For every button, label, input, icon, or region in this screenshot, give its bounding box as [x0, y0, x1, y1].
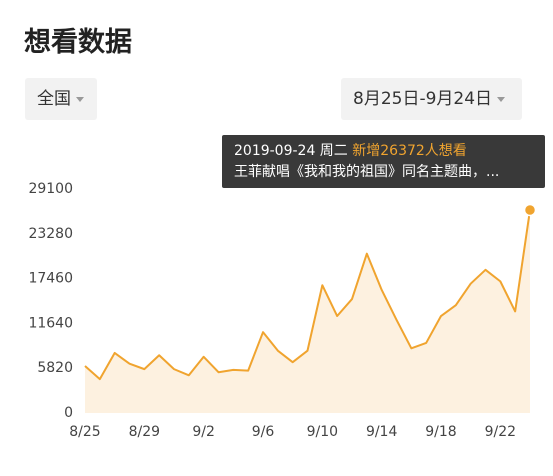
caret	[76, 96, 84, 102]
region-dropdown[interactable]: 全国	[25, 78, 97, 120]
x-tick-label: 8/29	[129, 424, 160, 440]
page-title: 想看数据	[24, 27, 132, 58]
tooltip-headline: 新增26372人想看	[352, 143, 467, 159]
x-tick-label: 9/2	[192, 424, 215, 440]
area	[85, 209, 530, 413]
x-tick-label: 8/25	[69, 424, 100, 440]
range-label: 8月25日-9月24日	[353, 89, 493, 109]
line	[84, 209, 531, 381]
x-tick-label: 9/18	[425, 424, 456, 440]
tooltip: 2019-09-24 周二 新增26372人想看 王菲献唱《我和我的祖国》同名主…	[222, 135, 545, 188]
range-dropdown[interactable]: 8月25日-9月24日	[341, 78, 522, 120]
y-tick-label: 23280	[28, 226, 73, 242]
x-tick-label: 9/10	[307, 424, 338, 440]
x-tick-label: 9/22	[485, 424, 516, 440]
y-tick-label: 11640	[28, 315, 73, 331]
y-tick-label: 0	[64, 405, 73, 421]
tooltip-date: 2019-09-24 周二	[234, 143, 348, 159]
x-tick-label: 9/6	[252, 424, 275, 440]
y-tick-label: 29100	[28, 181, 73, 197]
tooltip-event: 王菲献唱《我和我的祖国》同名主题曲，...	[234, 164, 500, 180]
x-tick-label: 9/14	[366, 424, 398, 440]
region-label: 全国	[37, 89, 71, 109]
y-tick-label: 5820	[37, 360, 73, 376]
caret	[497, 96, 506, 102]
highlight-point	[523, 203, 537, 217]
y-tick-label: 17460	[28, 271, 73, 287]
